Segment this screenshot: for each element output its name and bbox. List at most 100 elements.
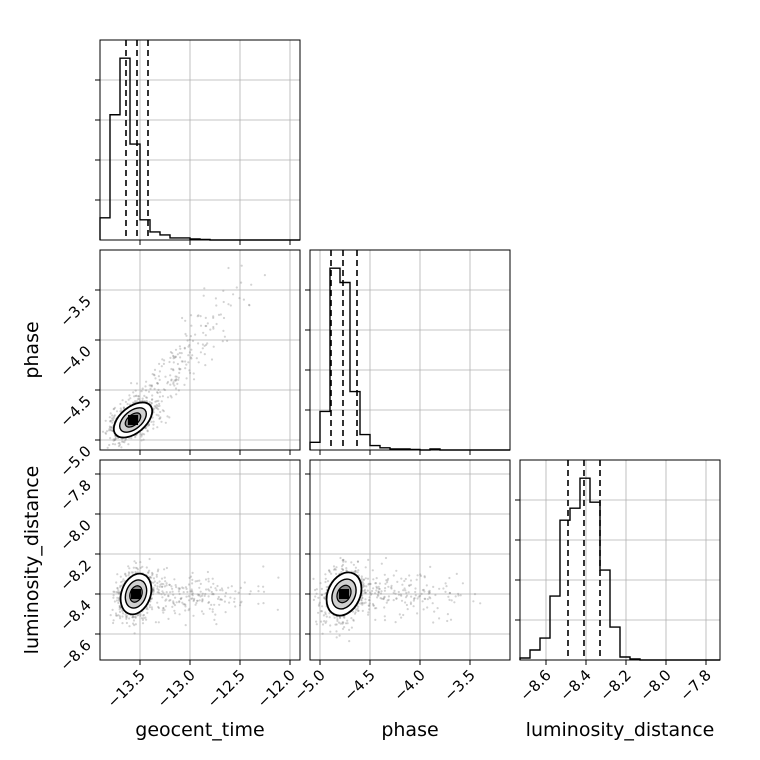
scatter-point: [262, 586, 264, 588]
scatter-point: [165, 422, 167, 424]
scatter-point: [121, 622, 123, 624]
scatter-point: [164, 600, 166, 602]
scatter-point: [163, 388, 165, 390]
scatter-point: [184, 320, 186, 322]
scatter-point: [185, 596, 187, 598]
hist-line-phase: [310, 268, 510, 450]
scatter-point: [385, 557, 387, 559]
scatter-point: [384, 615, 386, 617]
scatter-point: [157, 591, 159, 593]
scatter-point: [221, 599, 223, 601]
scatter-point: [115, 438, 117, 440]
scatter-point: [141, 439, 143, 441]
scatter-point: [460, 594, 462, 596]
scatter-point: [169, 599, 171, 601]
scatter-point: [151, 608, 153, 610]
scatter-point: [146, 566, 148, 568]
scatter-point: [402, 589, 404, 591]
scatter-point: [118, 442, 120, 444]
scatter-point: [131, 571, 133, 573]
scatter-point: [384, 587, 386, 589]
scatter-point: [419, 573, 421, 575]
scatter-point: [329, 571, 331, 573]
scatter-point: [125, 401, 127, 403]
scatter-point: [188, 599, 190, 601]
scatter-point: [133, 395, 135, 397]
scatter-point: [316, 623, 318, 625]
ylabel-luminosity-distance: luminosity_distance: [21, 466, 43, 655]
scatter-point: [113, 438, 115, 440]
scatter-point: [158, 375, 160, 377]
scatter-point: [213, 619, 215, 621]
scatter-point: [151, 574, 153, 576]
xlabel-geocent-time: geocent_time: [135, 719, 264, 741]
scatter-point: [424, 598, 426, 600]
scatter-point: [111, 414, 113, 416]
scatter-point: [327, 580, 329, 582]
scatter-point: [384, 590, 386, 592]
scatter-point: [190, 335, 192, 337]
scatter-point: [159, 396, 161, 398]
scatter-point: [177, 379, 179, 381]
scatter-point: [123, 450, 125, 452]
scatter-point: [334, 617, 336, 619]
scatter-point: [123, 441, 125, 443]
scatter-point: [167, 595, 169, 597]
scatter-point: [204, 593, 206, 595]
scatter-point: [152, 373, 154, 375]
scatter-point: [320, 621, 322, 623]
scatter-point: [143, 395, 145, 397]
scatter-point: [211, 591, 213, 593]
scatter-point: [169, 384, 171, 386]
scatter-point: [372, 587, 374, 589]
scatter-point: [119, 403, 121, 405]
scatter-point: [151, 384, 153, 386]
scatter-point: [365, 566, 367, 568]
scatter-point: [187, 361, 189, 363]
ytick-label-luminosity_distance-0: −8.6: [56, 636, 94, 674]
scatter-point: [133, 619, 135, 621]
scatter-point: [462, 582, 464, 584]
scatter-point: [317, 612, 319, 614]
scatter-point: [407, 608, 409, 610]
scatter-point: [187, 346, 189, 348]
scatter-point: [450, 619, 452, 621]
scatter-point: [138, 398, 140, 400]
peak-marker-geocent_time-luminosity_distance: [131, 589, 141, 599]
scatter-point: [155, 407, 157, 409]
scatter-point: [120, 581, 122, 583]
scatter-point: [193, 599, 195, 601]
scatter-point: [321, 594, 323, 596]
scatter-point: [114, 407, 116, 409]
scatter-point: [161, 596, 163, 598]
scatter-point: [218, 596, 220, 598]
scatter-point: [364, 598, 366, 600]
scatter-point: [355, 570, 357, 572]
scatter-point: [127, 443, 129, 445]
scatter-point: [198, 580, 200, 582]
scatter-point: [121, 615, 123, 617]
scatter-point: [329, 616, 331, 618]
scatter-point: [244, 581, 246, 583]
scatter-point: [106, 430, 108, 432]
scatter-point: [116, 599, 118, 601]
scatter-point: [131, 616, 133, 618]
scatter-point: [387, 599, 389, 601]
panel-phase-luminosity_distance: [310, 460, 520, 660]
scatter-point: [199, 599, 201, 601]
scatter-point: [116, 410, 118, 412]
scatter-point: [179, 345, 181, 347]
scatter-point: [190, 357, 192, 359]
scatter-point: [359, 602, 361, 604]
scatter-point: [157, 569, 159, 571]
scatter-point: [156, 426, 158, 428]
scatter-point: [212, 593, 214, 595]
scatter-point: [175, 584, 177, 586]
scatter-point: [157, 389, 159, 391]
scatter-point: [456, 573, 458, 575]
scatter-point: [372, 569, 374, 571]
scatter-point: [347, 622, 349, 624]
scatter-point: [167, 396, 169, 398]
scatter-point: [393, 574, 395, 576]
xaxis-phase: −5.0 −4.5 −4.0 −3.5: [290, 660, 478, 705]
